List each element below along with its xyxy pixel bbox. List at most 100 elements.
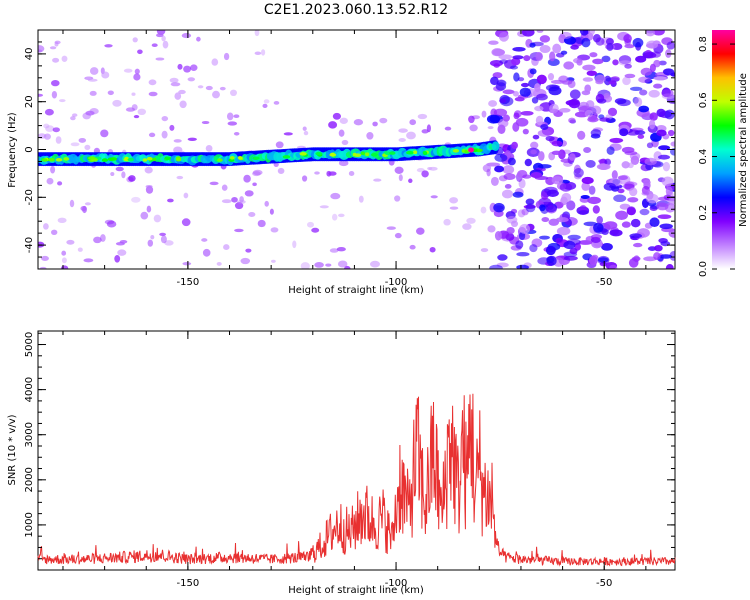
noise-blob [44,108,54,116]
noise-blob [169,77,179,83]
noise-blob [341,139,349,145]
noise-blob [588,255,598,266]
noise-blob [370,260,380,268]
noise-blob [326,170,332,177]
noise-blob [646,40,658,49]
noise-blob [45,125,55,132]
noise-blob [46,177,54,185]
noise-blob [624,151,638,156]
noise-blob [182,262,192,266]
noise-blob [624,63,632,69]
noise-blob [626,207,636,216]
noise-blob [551,140,563,147]
noise-blob [639,89,648,96]
noise-blob [570,44,579,50]
noise-blob [605,38,614,46]
noise-blob [511,141,518,150]
noise-blob [161,116,169,122]
noise-blob [164,240,174,246]
noise-blob [515,117,529,127]
noise-blob [398,138,406,142]
noise-blob [254,51,262,55]
y-tick-label: 5000 [24,332,35,357]
noise-blob [169,124,175,131]
noise-blob [666,41,675,50]
noise-blob [486,114,501,124]
ridge-hot [422,150,427,155]
noise-blob [521,30,535,37]
noise-blob [617,188,625,194]
noise-blob [38,93,44,97]
noise-blob [283,132,293,136]
noise-blob [497,124,506,134]
noise-blob [495,82,507,91]
noise-blob [646,142,654,149]
noise-blob [577,130,586,140]
noise-blob [568,117,576,124]
noise-blob [536,93,548,101]
ridge-hot [299,152,307,156]
noise-blob [339,117,348,124]
noise-blob [292,240,297,249]
noise-blob [522,128,529,135]
noise-blob [569,247,578,255]
ridge-hot [88,156,96,160]
noise-blob [611,170,618,180]
noise-blob [273,101,280,105]
noise-blob [643,256,657,262]
noise-blob [173,139,182,143]
colorbar-tick-label: 0.0 [698,261,709,277]
noise-blob [137,108,147,116]
noise-blob [511,57,521,66]
noise-blob [652,30,665,36]
noise-blob [133,115,140,119]
noise-blob [551,150,562,155]
noise-blob [609,137,624,143]
noise-blob [659,254,673,259]
noise-blob [183,192,189,199]
noise-blob [503,173,516,180]
noise-blob [119,240,128,244]
noise-blob [658,154,670,160]
noise-blob [499,98,507,103]
ridge-hot [365,152,370,156]
noise-blob [176,175,184,180]
noise-blob [502,165,515,175]
noise-blob [657,214,672,220]
noise-blob [469,124,478,132]
noise-blob [488,100,498,107]
noise-blob [646,193,659,204]
noise-blob [336,246,346,252]
noise-blob [133,73,141,81]
noise-blob [545,135,555,142]
noise-blob [525,203,536,213]
noise-blob [128,175,136,182]
noise-blob [117,249,127,256]
noise-blob [421,129,429,134]
noise-blob [123,68,133,73]
noise-blob [573,168,584,178]
noise-blob [555,237,563,244]
noise-blob [589,52,598,58]
noise-blob [582,77,594,82]
noise-blob [51,79,60,87]
noise-blob [539,235,550,240]
colorbar: 0.0 0.2 0.4 0.6 0.8 Normalized spectral ampl… [698,30,749,277]
noise-blob [51,229,58,235]
noise-blob [568,98,581,109]
noise-blob [429,246,436,253]
ridge-hot [42,158,48,162]
noise-blob [581,37,591,48]
noise-blob [328,121,338,129]
noise-blob [627,197,639,203]
x-tick-label: -100 [385,578,408,589]
noise-blob [489,264,503,269]
noise-blob [537,164,552,169]
noise-blob [601,243,613,251]
noise-blob [233,132,240,136]
ridge-hot [175,157,182,162]
noise-blob [466,217,476,224]
noise-blob [621,221,631,228]
noise-blob [70,142,80,147]
